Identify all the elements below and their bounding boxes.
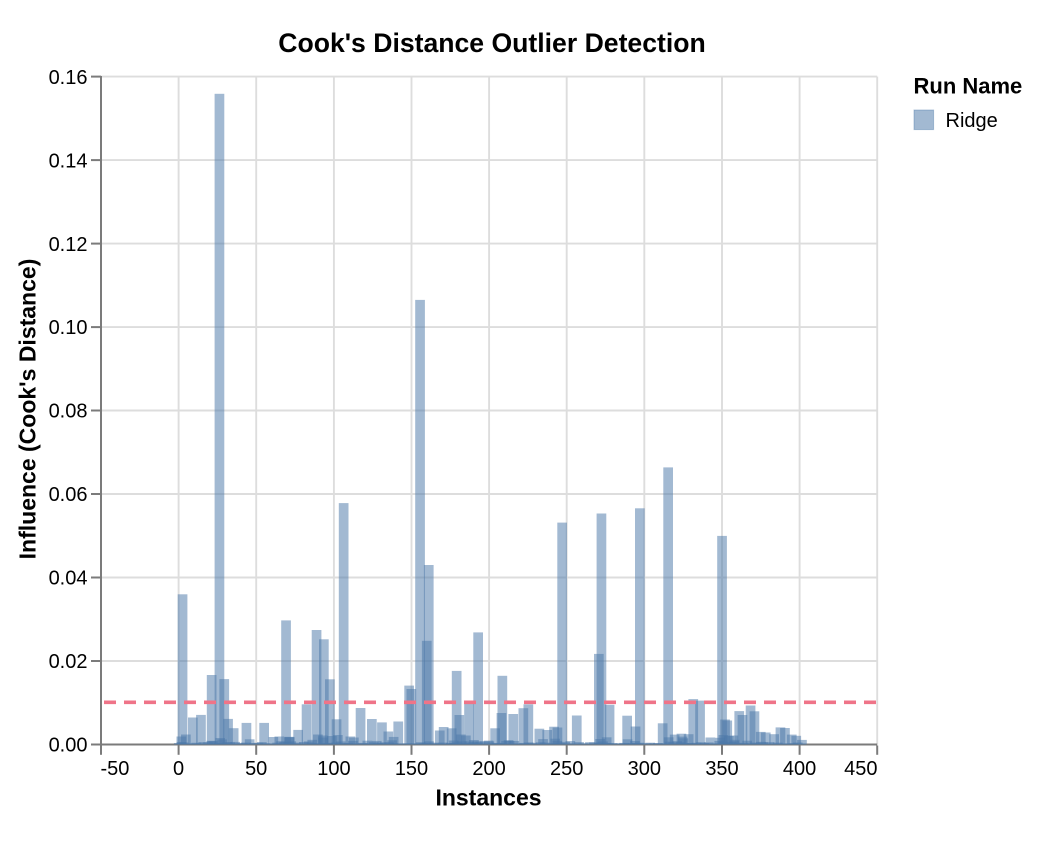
svg-text:Ridge: Ridge [946,110,998,132]
svg-text:50: 50 [245,758,267,780]
svg-text:350: 350 [705,758,738,780]
svg-text:0.14: 0.14 [49,150,88,172]
svg-text:100: 100 [317,758,350,780]
svg-text:0.16: 0.16 [49,67,88,89]
svg-text:0.06: 0.06 [49,484,88,506]
svg-text:0.10: 0.10 [49,317,88,339]
svg-text:250: 250 [550,758,583,780]
svg-text:400: 400 [783,758,816,780]
svg-text:-50: -50 [101,758,130,780]
svg-text:Run Name: Run Name [914,74,1023,99]
svg-text:150: 150 [395,758,428,780]
svg-text:0.08: 0.08 [49,401,88,423]
svg-text:Influence (Cook's Distance): Influence (Cook's Distance) [15,259,41,560]
svg-text:0.00: 0.00 [49,735,88,757]
svg-text:0.02: 0.02 [49,651,88,673]
svg-text:200: 200 [472,758,505,780]
svg-text:0: 0 [173,758,184,780]
svg-text:300: 300 [628,758,661,780]
svg-text:0.04: 0.04 [49,568,88,590]
svg-text:450: 450 [844,758,877,780]
svg-text:Cook's Distance Outlier Detect: Cook's Distance Outlier Detection [278,28,706,58]
svg-text:Instances: Instances [435,785,541,811]
svg-text:0.12: 0.12 [49,234,88,256]
